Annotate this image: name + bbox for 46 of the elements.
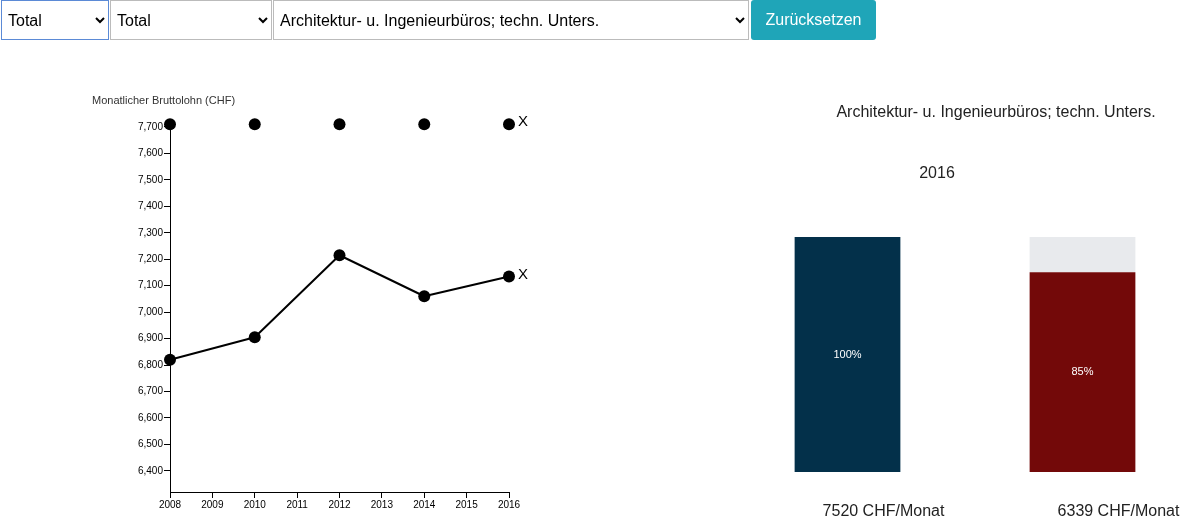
x-tick-label: 7520 CHF/Monat (822, 502, 945, 520)
reset-button: Zurücksetzen (751, 0, 876, 40)
data-label: 85% (1071, 365, 1094, 378)
series-label: X (518, 264, 529, 282)
chart-subtitle: 2016 (919, 164, 955, 182)
y-tick-label: 6,500 (137, 438, 164, 450)
y-tick-label: 7,600 (137, 147, 164, 159)
y-tick-label: 7,300 (137, 226, 164, 238)
x-tick-label: 6339 CHF/Monat (1057, 502, 1180, 520)
x-tick-label: 2009 (201, 498, 224, 510)
y-tick-label: 7,400 (137, 200, 164, 212)
y-tick-label: 7,700 (137, 120, 164, 132)
x-tick-label: 2014 (413, 498, 436, 510)
y-axis-title: Monatlicher Bruttolohn (CHF) (92, 94, 236, 107)
y-tick-label: 7,000 (137, 305, 164, 317)
chart-title: Architektur- u. Ingenieurbüros; techn. Unters. (836, 103, 1156, 121)
y-tick-label: 6,800 (137, 358, 164, 370)
y-tick-label: 6,900 (137, 332, 164, 344)
x-tick-label: 2015 (455, 498, 479, 510)
y-tick-label: 6,600 (137, 411, 164, 423)
dropdown: Total (1, 0, 109, 40)
point (333, 249, 346, 262)
point (503, 270, 515, 283)
series-label: X (518, 112, 529, 130)
dropdown: Architektur- u. Ingenieurbüros; techn. Unters. (273, 0, 749, 40)
point (248, 331, 261, 344)
dropdown: Total (110, 0, 272, 40)
x-tick-label: 2012 (328, 498, 352, 510)
y-tick-label: 7,100 (137, 279, 164, 291)
x-tick-label: 2008 (158, 498, 182, 510)
y-tick-label: 7,500 (137, 173, 164, 185)
point (418, 290, 431, 303)
y-tick-label: 7,200 (137, 252, 164, 264)
x-tick-label: 2010 (243, 498, 267, 510)
data-label: 100% (833, 347, 862, 360)
point (164, 353, 176, 366)
y-tick-label: 6,700 (137, 385, 164, 397)
point (418, 118, 431, 131)
point (248, 118, 261, 131)
point (503, 118, 515, 131)
x-tick-label: 2013 (370, 498, 394, 510)
point (164, 118, 176, 131)
x-tick-label: 2011 (286, 498, 309, 510)
y-tick-label: 6,400 (137, 464, 164, 476)
x-tick-label: 2016 (497, 498, 521, 510)
point (333, 118, 346, 131)
